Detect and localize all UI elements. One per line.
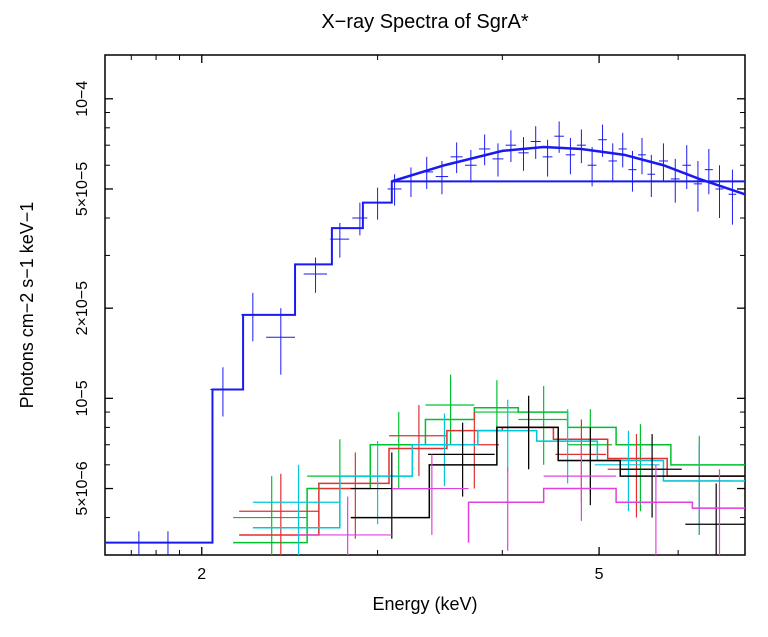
- y-tick-label: 10−4: [74, 81, 91, 117]
- y-axis-label: Photons cm−2 s−1 keV−1: [17, 202, 37, 409]
- y-tick-label: 5×10−6: [74, 461, 91, 515]
- chart-title: X−ray Spectra of SgrA*: [321, 11, 529, 33]
- x-tick-label: 5: [595, 566, 604, 583]
- xray-spectrum-chart: X−ray Spectra of SgrA* 2 5 5×10−6 10−5 2×10−5…: [0, 0, 768, 637]
- plot-frame: [105, 55, 745, 555]
- y-tick-label: 2×10−5: [74, 281, 91, 335]
- x-tick-label: 2: [197, 566, 206, 583]
- y-tick-label: 10−5: [74, 380, 91, 416]
- plot-area: [105, 121, 745, 556]
- chart-container: X−ray Spectra of SgrA* 2 5 5×10−6 10−5 2×10−5…: [0, 0, 768, 637]
- model-curve-blue-flare: [392, 147, 745, 194]
- model-step-green: [233, 408, 745, 543]
- model-step-magenta: [469, 489, 745, 543]
- x-axis-label: Energy (keV): [372, 594, 477, 614]
- y-tick-label: 5×10−5: [74, 162, 91, 216]
